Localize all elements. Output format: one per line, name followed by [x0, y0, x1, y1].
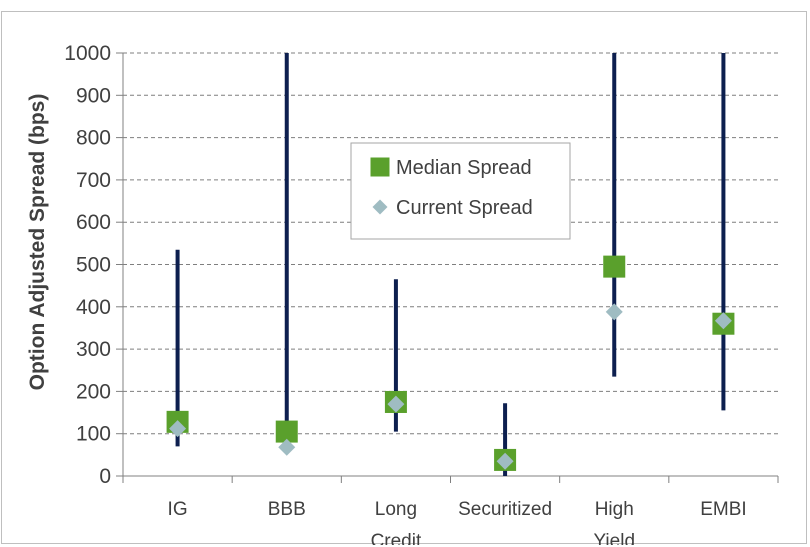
y-tick-label: 800	[76, 127, 111, 150]
x-category-label: BBB	[268, 499, 306, 520]
current-spread-marker	[605, 303, 623, 321]
legend-label: Median Spread	[396, 157, 532, 179]
y-tick-label: 700	[76, 169, 111, 192]
current-spread-marker	[714, 312, 732, 330]
x-category-label: Securitized	[458, 499, 552, 520]
x-category-label: EMBI	[700, 499, 746, 520]
x-category-label: Yield	[593, 531, 635, 545]
y-axis-title: Option Adjusted Spread (bps)	[26, 94, 49, 391]
marker-layer	[166, 255, 735, 471]
y-tick-label: 100	[76, 423, 111, 446]
axis-layer	[116, 52, 779, 483]
y-tick-label: 500	[76, 254, 111, 277]
current-spread-marker	[496, 452, 514, 470]
y-tick-label: 0	[99, 465, 111, 488]
legend: Median Spread Current Spread	[350, 142, 571, 240]
y-tick-label: 1000	[64, 42, 111, 65]
chart-frame: 0 100 200 300 400 500 600 700 800 900 1000 IG BBB Lon…	[1, 11, 807, 545]
x-category-label: Long	[375, 499, 417, 520]
y-tick-label: 300	[76, 338, 111, 361]
y-tick-label: 400	[76, 296, 111, 319]
grid-layer	[123, 52, 778, 435]
label-layer: 0 100 200 300 400 500 600 700 800 900 1000 IG BBB Lon…	[64, 42, 746, 545]
x-category-label: High	[595, 499, 634, 520]
current-spread-marker	[387, 395, 405, 413]
x-category-label: IG	[168, 499, 188, 520]
x-category-label: Credit	[371, 531, 422, 545]
y-tick-label: 900	[76, 84, 111, 107]
legend-current-marker	[372, 199, 388, 215]
median-spread-marker	[275, 420, 298, 443]
y-tick-label: 600	[76, 211, 111, 234]
legend-label: Current Spread	[396, 197, 533, 219]
current-spread-marker	[278, 438, 296, 456]
current-spread-marker	[169, 420, 187, 438]
spread-chart: 0 100 200 300 400 500 600 700 800 900 1000 IG BBB Lon…	[26, 42, 779, 545]
median-spread-marker	[603, 255, 626, 278]
y-tick-label: 200	[76, 380, 111, 403]
legend-median-marker	[370, 157, 390, 177]
